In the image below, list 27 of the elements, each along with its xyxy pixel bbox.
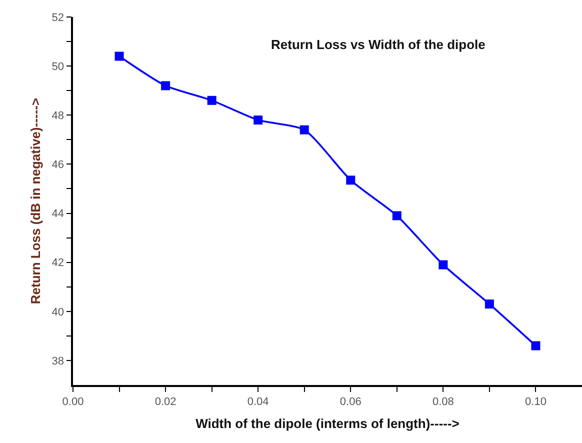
point <box>346 176 356 185</box>
x-tick-label: 0.00 <box>62 396 84 408</box>
point <box>207 96 216 105</box>
x-axis-title: Width of the dipole (interms of length)-----> <box>196 416 460 432</box>
y-tick-label: 52 <box>52 12 64 24</box>
y-tick-label: 42 <box>52 257 64 270</box>
y-tick-label: 48 <box>52 110 64 122</box>
x-tick-label: 0.06 <box>340 396 362 408</box>
point <box>254 116 263 125</box>
x-tick-label: 0.08 <box>432 396 454 408</box>
y-tick-label: 40 <box>52 306 64 318</box>
point <box>484 300 494 309</box>
point <box>531 341 540 350</box>
x-tick-label: 0.10 <box>525 396 546 408</box>
point <box>114 52 124 61</box>
y-tick-label: 46 <box>52 159 64 172</box>
x-tick-label: 0.02 <box>154 396 176 408</box>
y-tick-label: 44 <box>52 208 64 220</box>
y-tick-label: 50 <box>52 60 64 73</box>
point <box>392 211 402 220</box>
text: Return Loss vs Width of the dipole <box>271 37 486 52</box>
y-axis-title: Return Loss (dB in negative)-----> <box>28 97 44 304</box>
x-tick-label: 0.04 <box>247 396 269 408</box>
y-tick-label: 38 <box>52 355 64 368</box>
point <box>438 260 448 270</box>
point <box>161 81 170 90</box>
point <box>300 125 309 134</box>
